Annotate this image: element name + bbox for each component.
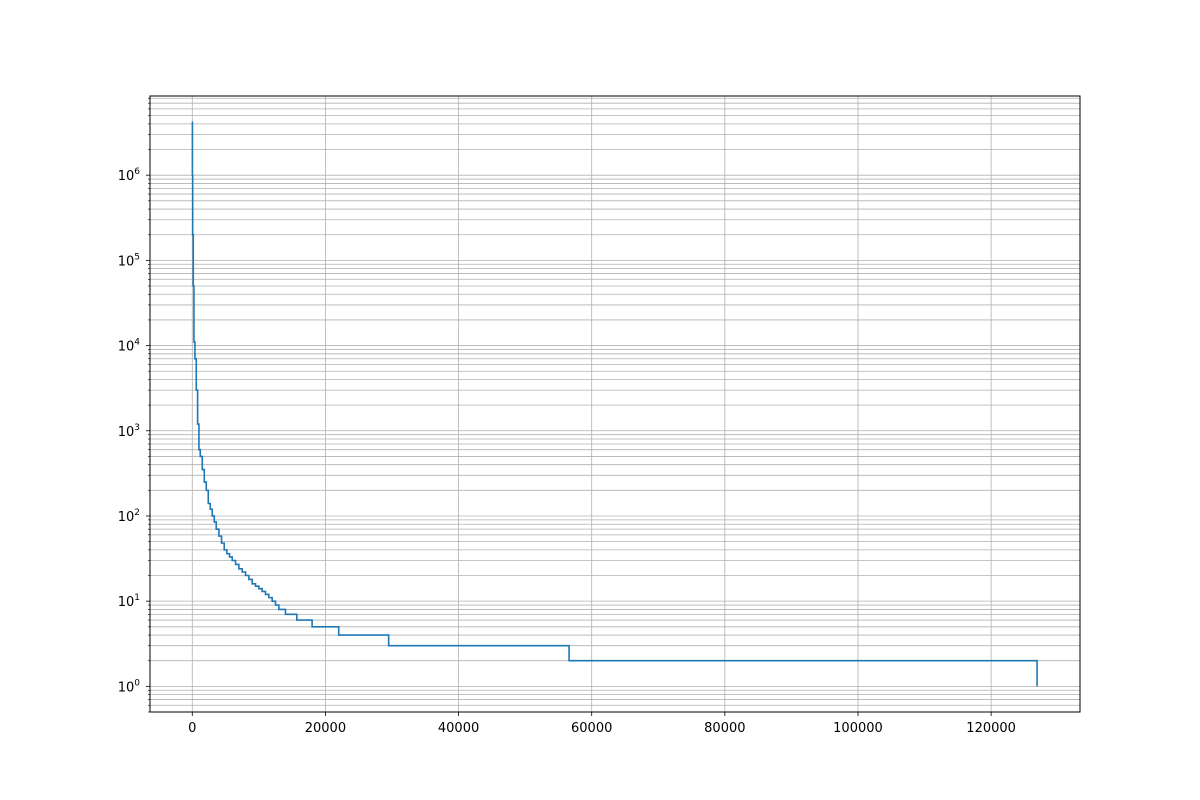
y-tick-label-base: 10 [118,254,135,269]
y-tick-label-base: 10 [118,595,135,610]
y-tick-label: 101 [118,593,140,610]
y-tick-label-exponent: 3 [134,423,140,433]
y-tick-label-base: 10 [118,340,135,355]
y-tick-label: 105 [118,252,140,269]
plot-area-frame [149,95,1081,713]
y-tick-label: 106 [118,167,141,184]
x-tick-label: 120000 [966,721,1016,736]
series-line-0 [191,121,1038,687]
minor-grid [150,97,1080,713]
y-tick-label: 104 [118,338,141,355]
series-layer [191,121,1038,687]
y-tick-label-base: 10 [118,680,135,695]
y-tick-label-exponent: 5 [134,252,140,262]
y-tick-label-base: 10 [118,169,135,184]
x-tick-label: 80000 [704,721,745,736]
y-tick-label-exponent: 1 [134,593,140,603]
y-tick-label: 103 [118,423,140,440]
x-axis: 0 20000 40000 60000 80000 100000 120000 [188,712,1016,736]
y-tick-label-exponent: 0 [134,678,140,688]
y-tick-label-exponent: 6 [134,167,140,177]
y-tick-label: 100 [118,678,141,695]
y-tick-label-exponent: 2 [134,508,140,518]
y-tick-label-base: 10 [118,425,135,440]
y-tick-label: 102 [118,508,140,525]
x-tick-label: 100000 [833,721,883,736]
x-tick-label: 20000 [305,721,346,736]
x-tick-label: 40000 [438,721,479,736]
x-tick-label: 60000 [571,721,612,736]
y-tick-label-exponent: 4 [134,338,140,348]
x-tick-label: 0 [188,721,196,736]
y-tick-label-base: 10 [118,510,135,525]
major-grid [150,96,1080,712]
